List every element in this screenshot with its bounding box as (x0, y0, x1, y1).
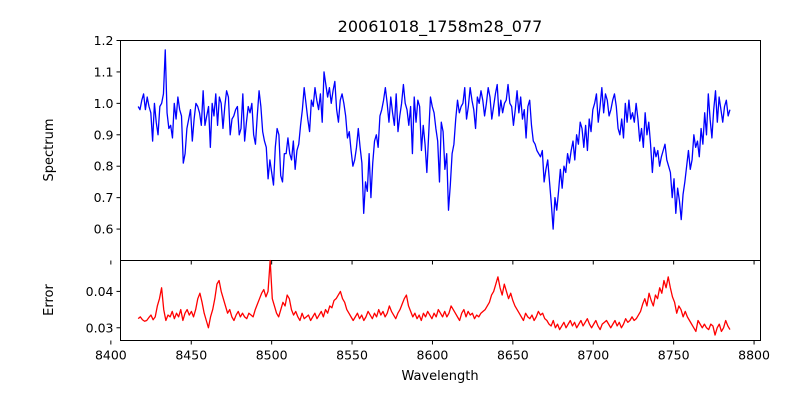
x-tick-label: 8450 (175, 348, 207, 363)
chart-title: 20061018_1758m28_077 (338, 17, 543, 37)
error-plot-frame (120, 260, 761, 341)
x-axis: 8400 8450 8500 8550 8600 8650 8700 8750 8800 (95, 348, 770, 363)
error-y-axis-label: Error (42, 284, 57, 316)
spectrum-y-tick-label: 0.6 (94, 222, 114, 237)
x-tick-label: 8600 (417, 348, 449, 363)
spectrum-y-tick-label: 0.8 (94, 159, 114, 174)
spectrum-y-tick-label: 1.1 (94, 64, 114, 79)
spectrum-y-tick-label: 1.2 (94, 33, 114, 48)
spectrum-y-tick-label: 0.7 (94, 190, 114, 205)
spectrum-y-tick-label: 1.0 (94, 96, 114, 111)
spectrum-y-axis-label: Spectrum (42, 119, 57, 182)
x-tick-label: 8400 (95, 348, 127, 363)
x-tick-label: 8800 (738, 348, 770, 363)
x-tick-label: 8750 (658, 348, 690, 363)
x-tick-label: 8650 (497, 348, 529, 363)
error-y-tick-label: 0.03 (86, 320, 114, 335)
x-axis-label: Wavelength (401, 369, 478, 384)
spectrum-y-tick-label: 0.9 (94, 127, 114, 142)
spectrum-panel: 0.6 0.7 0.8 0.9 1.0 1.1 1.2 Spectrum (42, 33, 761, 265)
x-tick-label: 8700 (577, 348, 609, 363)
spectrum-y-axis: 0.6 0.7 0.8 0.9 1.0 1.1 1.2 (94, 33, 755, 265)
x-tick-label: 8500 (256, 348, 288, 363)
error-series-line (137, 259, 731, 336)
x-tick-label: 8550 (336, 348, 368, 363)
error-y-tick-label: 0.04 (86, 284, 114, 299)
error-y-axis: 0.03 0.04 (86, 284, 755, 345)
spectrum-series-line (137, 49, 731, 230)
error-panel: 0.03 0.04 8400 8450 8500 8550 8600 8650 8700 875… (42, 259, 770, 384)
